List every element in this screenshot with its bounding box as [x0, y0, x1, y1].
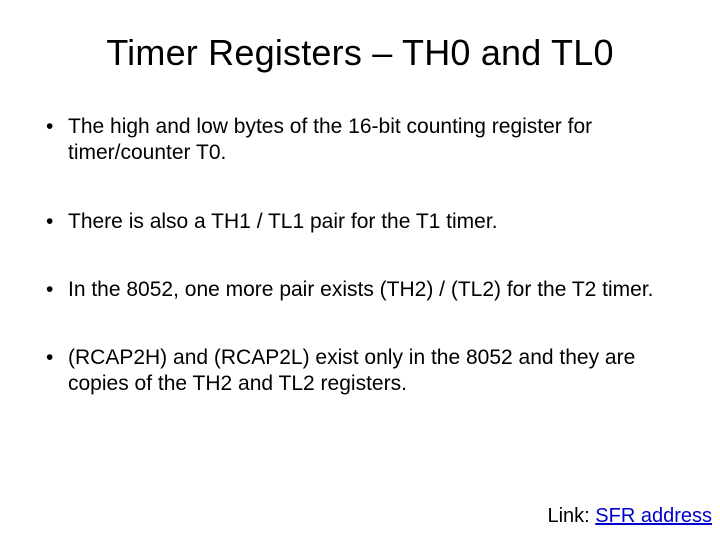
- bullet-item: There is also a TH1 / TL1 pair for the T…: [40, 209, 680, 235]
- bullet-item: (RCAP2H) and (RCAP2L) exist only in the …: [40, 345, 680, 398]
- bullet-item: The high and low bytes of the 16-bit cou…: [40, 114, 680, 167]
- sfr-address-link[interactable]: SFR address: [595, 505, 712, 527]
- slide: Timer Registers – TH0 and TL0 The high a…: [0, 0, 720, 540]
- bullet-list: The high and low bytes of the 16-bit cou…: [40, 114, 680, 398]
- footer-link-row: Link: SFR address: [547, 505, 712, 528]
- slide-title: Timer Registers – TH0 and TL0: [40, 32, 680, 74]
- link-prefix: Link:: [547, 505, 595, 527]
- bullet-item: In the 8052, one more pair exists (TH2) …: [40, 277, 680, 303]
